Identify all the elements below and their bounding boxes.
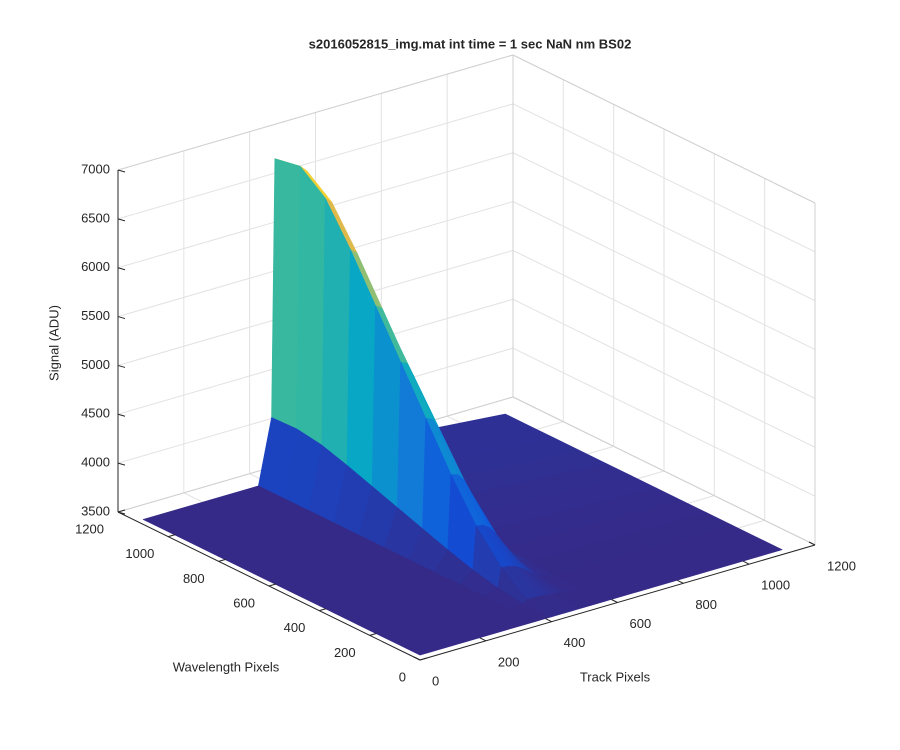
z-tick bbox=[117, 267, 126, 271]
y-tick bbox=[319, 608, 327, 612]
z-tick-label: 7000 bbox=[81, 161, 110, 176]
box-edge bbox=[512, 396, 816, 546]
x-tick-label: 400 bbox=[564, 635, 586, 650]
x-tick bbox=[545, 618, 552, 623]
surface-patch bbox=[394, 608, 536, 656]
z-tick-label: 4000 bbox=[81, 455, 110, 470]
y-tick bbox=[117, 509, 126, 513]
y-tick-label: 1200 bbox=[75, 521, 104, 536]
x-tick bbox=[413, 656, 421, 661]
grid-line bbox=[512, 347, 816, 497]
z-tick bbox=[117, 462, 126, 466]
x-tick-label: 1000 bbox=[761, 578, 790, 593]
z-tick-label: 6500 bbox=[81, 210, 110, 225]
x-tick bbox=[611, 599, 618, 603]
z-tick-label: 6000 bbox=[81, 259, 110, 274]
x-tick-label: 0 bbox=[432, 673, 439, 688]
y-tick bbox=[168, 534, 176, 538]
y-tick-label: 600 bbox=[233, 595, 255, 610]
y-axis-label: Wavelength Pixels bbox=[173, 659, 280, 674]
z-tick bbox=[117, 413, 126, 417]
y-tick-label: 200 bbox=[334, 645, 356, 660]
axes: 3500400045005000550060006500700002004006… bbox=[75, 161, 856, 688]
y-tick bbox=[419, 657, 428, 661]
z-tick-label: 5500 bbox=[81, 308, 110, 323]
surface-patch bbox=[296, 165, 326, 446]
grid-line bbox=[512, 152, 816, 302]
z-tick bbox=[117, 511, 126, 515]
box-edge bbox=[512, 54, 816, 204]
grid-line bbox=[512, 249, 816, 399]
surface bbox=[142, 158, 783, 656]
x-tick-label: 600 bbox=[630, 616, 652, 631]
z-axis-label: Signal (ADU) bbox=[46, 305, 61, 381]
y-tick-label: 400 bbox=[284, 620, 306, 635]
grid-line bbox=[512, 201, 816, 351]
x-tick bbox=[742, 560, 750, 565]
y-tick bbox=[218, 558, 226, 562]
box-edge bbox=[117, 54, 514, 171]
grid-line bbox=[512, 103, 816, 253]
y-tick-label: 1000 bbox=[125, 546, 154, 561]
y-tick-label: 0 bbox=[399, 669, 406, 684]
surface-patch bbox=[271, 158, 301, 430]
z-tick-label: 5000 bbox=[81, 357, 110, 372]
x-tick-label: 1200 bbox=[827, 558, 856, 573]
grid-line bbox=[117, 103, 514, 220]
chart-title: s2016052815_img.mat int time = 1 sec NaN… bbox=[309, 36, 632, 51]
z-tick-label: 4500 bbox=[81, 406, 110, 421]
x-axis-label: Track Pixels bbox=[580, 669, 651, 684]
y-tick bbox=[268, 583, 277, 587]
z-tick-label: 3500 bbox=[81, 503, 110, 518]
y-tick bbox=[369, 632, 377, 636]
z-tick bbox=[117, 364, 126, 368]
z-tick bbox=[117, 316, 126, 320]
z-tick bbox=[117, 218, 126, 222]
z-tick bbox=[117, 169, 126, 173]
x-tick bbox=[808, 541, 816, 546]
x-tick-label: 800 bbox=[695, 597, 717, 612]
grid-line bbox=[512, 298, 816, 448]
x-tick bbox=[479, 637, 487, 642]
y-tick-label: 800 bbox=[183, 571, 205, 586]
x-tick bbox=[677, 579, 684, 584]
x-tick-label: 200 bbox=[498, 654, 520, 669]
